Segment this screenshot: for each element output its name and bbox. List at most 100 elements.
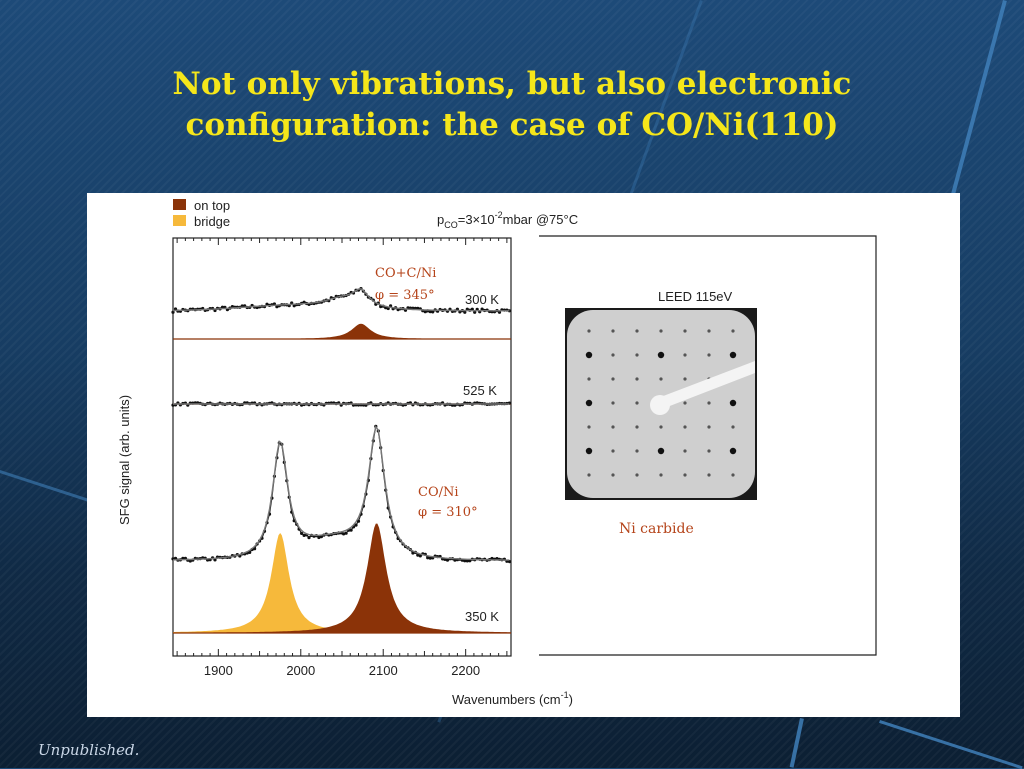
leed-spot xyxy=(707,425,711,429)
leed-spot xyxy=(635,425,639,429)
leed-spot xyxy=(635,401,639,405)
inset-frame xyxy=(539,235,877,656)
leed-spot xyxy=(657,447,665,455)
legend-swatch-on-top xyxy=(173,199,186,210)
leed-spot xyxy=(611,353,615,357)
legend-label-bridge: bridge xyxy=(194,214,230,229)
fit-curve xyxy=(172,425,510,561)
leed-spot xyxy=(585,447,593,455)
axis-ticks: 1900 2000 2100 2200 xyxy=(176,238,508,678)
annotation-phi-345: φ = 345° xyxy=(375,288,435,303)
y-axis-label: SFG signal (arb. units) xyxy=(117,395,132,525)
x-tick-label: 1900 xyxy=(204,663,233,678)
x-tick-label: 2000 xyxy=(286,663,315,678)
data-point xyxy=(497,310,502,314)
leed-spot xyxy=(635,473,639,477)
footer-note: Unpublished. xyxy=(38,741,140,759)
data-point xyxy=(411,551,415,555)
title-line-2: configuration: the case of CO/Ni(110) xyxy=(185,107,839,143)
data-point xyxy=(171,310,175,314)
fit-component-bridge xyxy=(173,533,511,633)
leed-spot xyxy=(611,401,615,405)
leed-spot xyxy=(587,473,591,477)
x-axis-label: Wavenumbers (cm-1) xyxy=(452,690,573,707)
leed-spot xyxy=(683,473,687,477)
leed-spot xyxy=(729,447,737,455)
leed-spot xyxy=(683,449,687,453)
leed-spot xyxy=(635,329,639,333)
leed-spot xyxy=(731,425,735,429)
leed-spot xyxy=(683,401,687,405)
leed-spot xyxy=(683,425,687,429)
annotation-co-c-ni: CO+C/Ni xyxy=(375,266,436,281)
leed-spot xyxy=(635,353,639,357)
data-point xyxy=(463,559,467,563)
leed-spot xyxy=(731,473,735,477)
leed-caption: Ni carbide xyxy=(619,521,694,537)
data-point xyxy=(356,519,361,523)
annotation-co-ni: CO/Ni xyxy=(418,485,459,500)
data-point xyxy=(431,310,435,314)
data-point xyxy=(317,535,321,540)
leed-spot xyxy=(611,425,615,429)
data-point xyxy=(428,556,432,560)
x-tick-label: 2100 xyxy=(369,663,398,678)
temperature-label-525k: 525 K xyxy=(463,383,497,398)
leed-spot xyxy=(587,377,591,381)
leed-diffraction-spots xyxy=(585,329,737,477)
data-point xyxy=(463,310,467,314)
data-point xyxy=(302,533,306,537)
data-point xyxy=(275,305,279,309)
fit-curve xyxy=(172,288,510,312)
leed-title: LEED 115eV xyxy=(658,289,733,304)
data-point xyxy=(342,532,346,536)
leed-spot xyxy=(657,351,665,359)
leed-spot xyxy=(659,329,663,333)
data-point xyxy=(418,554,422,558)
leed-spot xyxy=(585,351,593,359)
leed-spot xyxy=(587,425,591,429)
leed-spot xyxy=(729,351,737,359)
fit-component-on-top xyxy=(173,523,511,633)
figure-panel: on top bridge pCO=3×10-2mbar @75°C 1900 2… xyxy=(87,193,960,717)
data-point xyxy=(416,553,420,557)
leed-spot xyxy=(731,329,735,333)
sfg-figure: on top bridge pCO=3×10-2mbar @75°C 1900 2… xyxy=(117,198,877,707)
leed-spot xyxy=(707,473,711,477)
temperature-label-350k: 350 K xyxy=(465,609,499,624)
data-point xyxy=(349,528,353,532)
leed-spot xyxy=(707,449,711,453)
leed-spot xyxy=(683,329,687,333)
leed-spot xyxy=(707,329,711,333)
leed-spot xyxy=(707,401,711,405)
leed-spot xyxy=(635,377,639,381)
decorative-line xyxy=(951,0,1007,195)
x-tick-label: 2200 xyxy=(451,663,480,678)
data-point xyxy=(445,558,450,562)
fit-component-on-top xyxy=(173,323,511,339)
legend-label-on-top: on top xyxy=(194,198,230,213)
leed-spot xyxy=(659,377,663,381)
decorative-line xyxy=(879,720,1023,769)
data-point xyxy=(344,531,348,535)
data-point xyxy=(426,556,430,560)
data-point xyxy=(307,536,311,540)
leed-spot xyxy=(729,399,737,407)
annotation-phi-310: φ = 310° xyxy=(418,505,478,520)
leed-spot xyxy=(635,449,639,453)
leed-spot xyxy=(611,473,615,477)
leed-spot xyxy=(707,353,711,357)
leed-spot xyxy=(659,473,663,477)
sfg-traces xyxy=(171,287,511,634)
data-point xyxy=(423,310,427,314)
leed-spot xyxy=(611,449,615,453)
leed-spot xyxy=(611,329,615,333)
data-point xyxy=(480,307,484,311)
decorative-line xyxy=(789,718,804,768)
leed-electron-gun-tip xyxy=(650,395,670,415)
data-point xyxy=(213,558,217,562)
legend-swatch-bridge xyxy=(173,215,186,226)
temperature-label-300k: 300 K xyxy=(465,292,499,307)
data-point xyxy=(473,310,477,314)
data-trace xyxy=(172,424,510,563)
